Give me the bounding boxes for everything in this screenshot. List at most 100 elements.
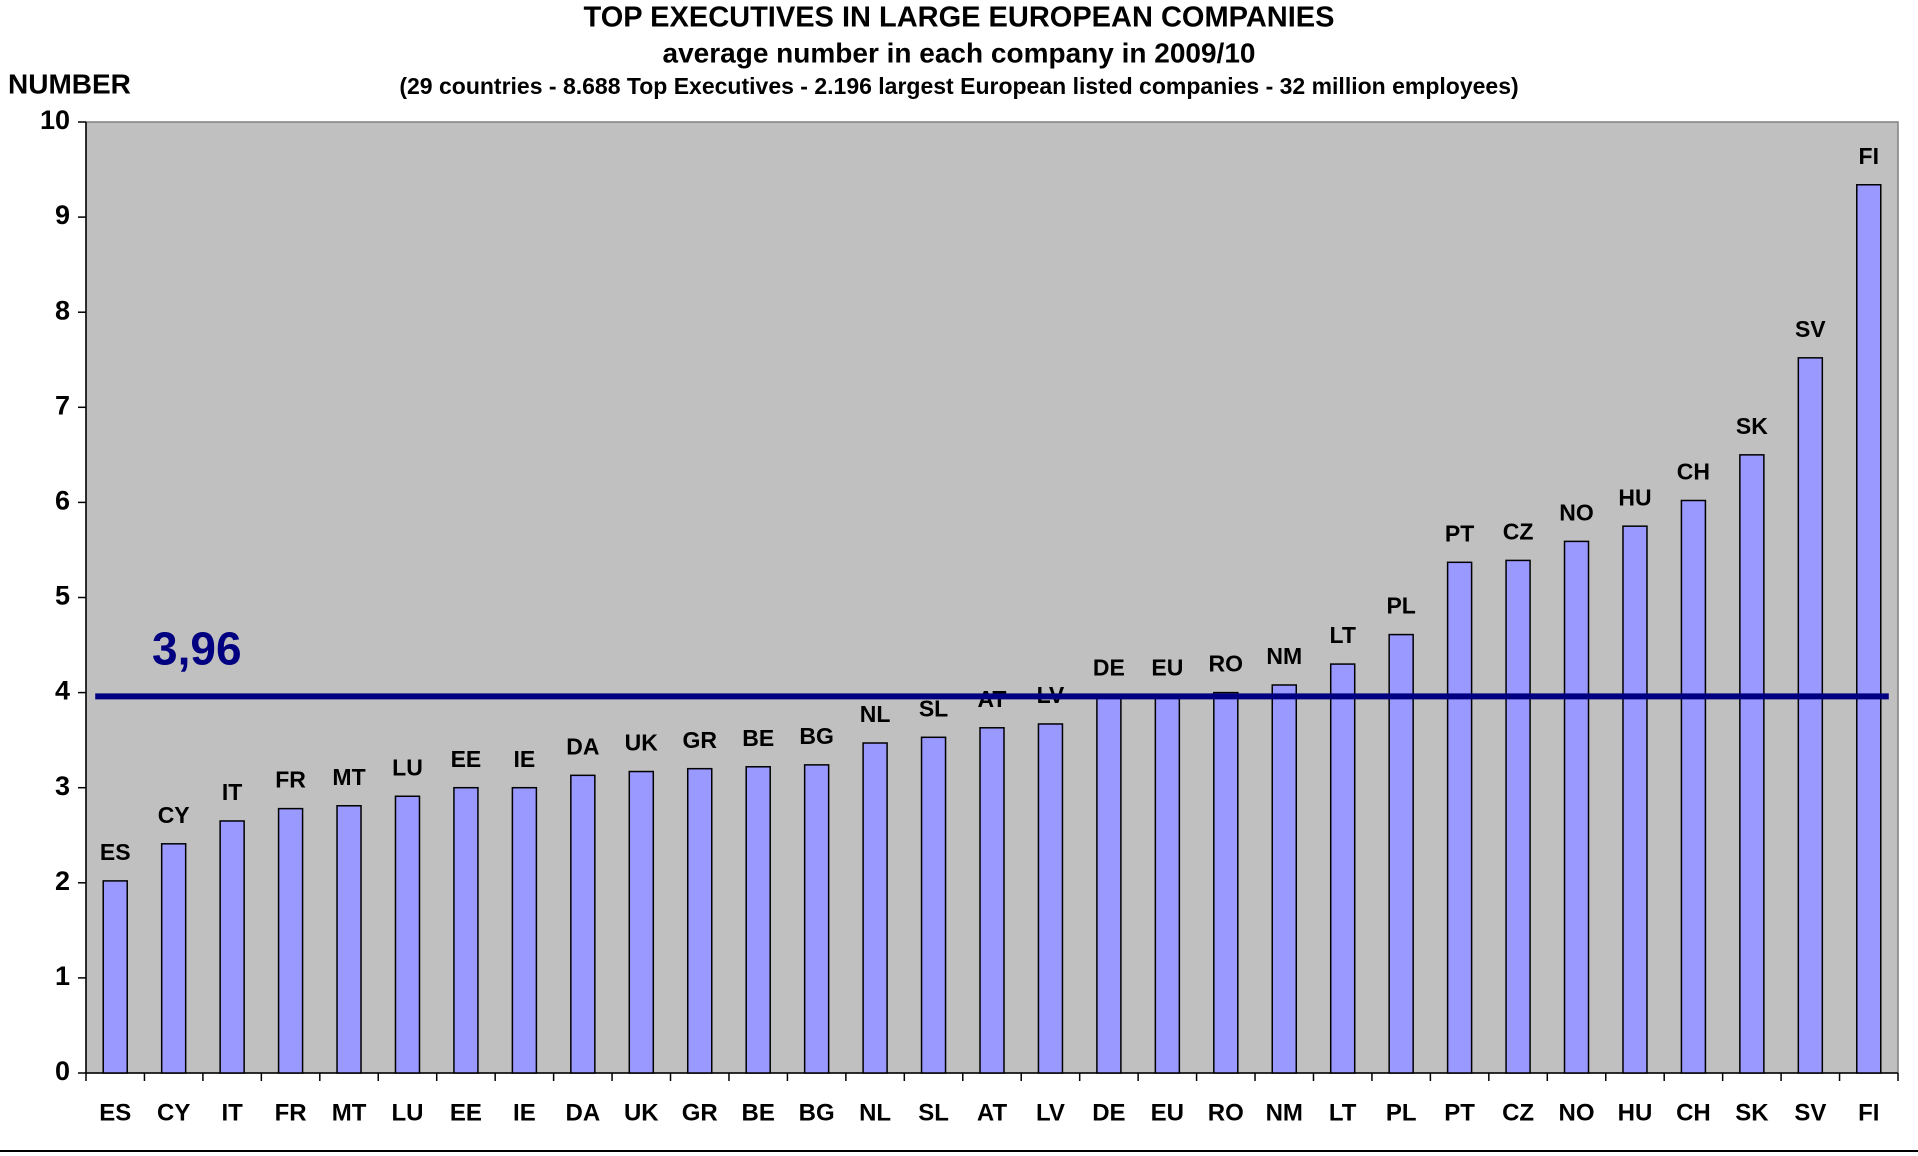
bar (1622, 525, 1648, 1074)
y-tick-label: 10 (40, 105, 70, 135)
x-tick-label: PT (1444, 1099, 1475, 1126)
bar-label: SL (919, 695, 948, 721)
bar-label: CH (1677, 459, 1710, 485)
x-tick-label: GR (682, 1099, 718, 1126)
bar (1505, 559, 1531, 1074)
x-tick-label: EU (1151, 1099, 1184, 1126)
bar-label: DA (566, 733, 599, 759)
bar (1680, 499, 1707, 1074)
y-tick-label: 6 (55, 486, 70, 516)
bar-label: EE (451, 746, 482, 772)
x-tick-label: SL (918, 1099, 949, 1126)
bar-label: BG (799, 723, 834, 749)
bar (745, 766, 771, 1074)
x-tick-label: NO (1559, 1099, 1595, 1126)
bar (1797, 357, 1824, 1074)
y-tick-label: 9 (55, 200, 70, 230)
bar-label: UK (625, 730, 659, 756)
bar (1446, 561, 1473, 1074)
bar (1271, 684, 1298, 1074)
x-tick-label: SK (1735, 1099, 1769, 1126)
bar (219, 820, 245, 1074)
bar-label: SK (1736, 413, 1768, 439)
y-tick-label: 7 (55, 390, 70, 420)
bar (1037, 723, 1064, 1074)
chart-subtitle: average number in each company in 2009/1… (663, 37, 1256, 68)
x-tick-label: IE (513, 1099, 536, 1126)
x-tick-label: CY (157, 1099, 190, 1126)
y-tick-label: 2 (55, 866, 70, 896)
bar-label: NM (1266, 643, 1302, 669)
bar (102, 880, 128, 1074)
bar (1329, 663, 1356, 1074)
bar (979, 727, 1005, 1074)
y-tick-label: 5 (55, 581, 70, 611)
bar-label: SV (1795, 316, 1826, 342)
bar (511, 786, 538, 1074)
reference-label: 3,96 (152, 623, 242, 675)
bar (160, 843, 187, 1074)
x-tick-label: RO (1208, 1099, 1244, 1126)
bar-label: NL (860, 701, 891, 727)
bar (336, 805, 362, 1074)
x-tick-label: DA (566, 1099, 601, 1126)
x-tick-label: AT (977, 1099, 1008, 1126)
bar-label: BE (742, 725, 774, 751)
bar-label: DE (1093, 654, 1125, 680)
chart-note: (29 countries - 8.688 Top Executives - 2… (399, 73, 1518, 99)
bar (803, 764, 830, 1074)
bar-label: GR (682, 727, 717, 753)
bar (1563, 540, 1590, 1074)
bar (628, 770, 655, 1074)
x-tick-label: EE (450, 1099, 482, 1126)
bar-label: CZ (1503, 518, 1534, 544)
x-tick-label: FI (1858, 1099, 1879, 1126)
x-tick-label: DE (1092, 1099, 1125, 1126)
x-tick-label: LU (391, 1099, 423, 1126)
bar-label: IE (514, 746, 536, 772)
bar (394, 795, 421, 1074)
y-tick-label: 0 (55, 1056, 70, 1086)
bar (1856, 184, 1882, 1074)
bar-label: LT (1330, 622, 1356, 648)
bar-label: HU (1618, 484, 1651, 510)
bar-label: IT (222, 779, 242, 805)
bar (277, 807, 304, 1074)
x-tick-label: NM (1266, 1099, 1303, 1126)
bar (1154, 695, 1181, 1074)
x-tick-label: FR (275, 1099, 307, 1126)
bar (570, 774, 596, 1074)
x-tick-label: CZ (1502, 1099, 1534, 1126)
bar-label: PT (1445, 520, 1474, 546)
y-tick-label: 3 (55, 771, 70, 801)
x-tick-label: NL (859, 1099, 891, 1126)
x-tick-label: BE (742, 1099, 775, 1126)
x-tick-label: MT (332, 1099, 367, 1126)
x-tick-label: CH (1676, 1099, 1711, 1126)
bar-label: FR (275, 767, 306, 793)
x-tick-label: HU (1618, 1099, 1653, 1126)
bar-label: EU (1151, 654, 1183, 680)
x-tick-label: ES (99, 1099, 131, 1126)
bar (1388, 633, 1414, 1074)
bar (1739, 454, 1765, 1074)
x-tick-label: UK (624, 1099, 659, 1126)
bar-label: FI (1859, 143, 1879, 169)
x-tick-label: SV (1794, 1099, 1826, 1126)
bar-label: MT (332, 764, 365, 790)
y-tick-label: 1 (55, 961, 70, 991)
bar (862, 742, 888, 1074)
bar-label: NO (1559, 499, 1594, 525)
chart-title: TOP EXECUTIVES IN LARGE EUROPEAN COMPANI… (584, 2, 1335, 34)
x-tick-label: BG (799, 1099, 835, 1126)
bar-label: PL (1386, 593, 1415, 619)
bar-label: RO (1209, 651, 1244, 677)
bar-label: LU (392, 754, 423, 780)
bar (1213, 691, 1239, 1074)
bar (1096, 695, 1122, 1074)
bar (920, 736, 947, 1074)
x-tick-label: LV (1036, 1099, 1065, 1126)
x-tick-label: LT (1329, 1099, 1357, 1126)
y-tick-label: 4 (55, 676, 70, 706)
